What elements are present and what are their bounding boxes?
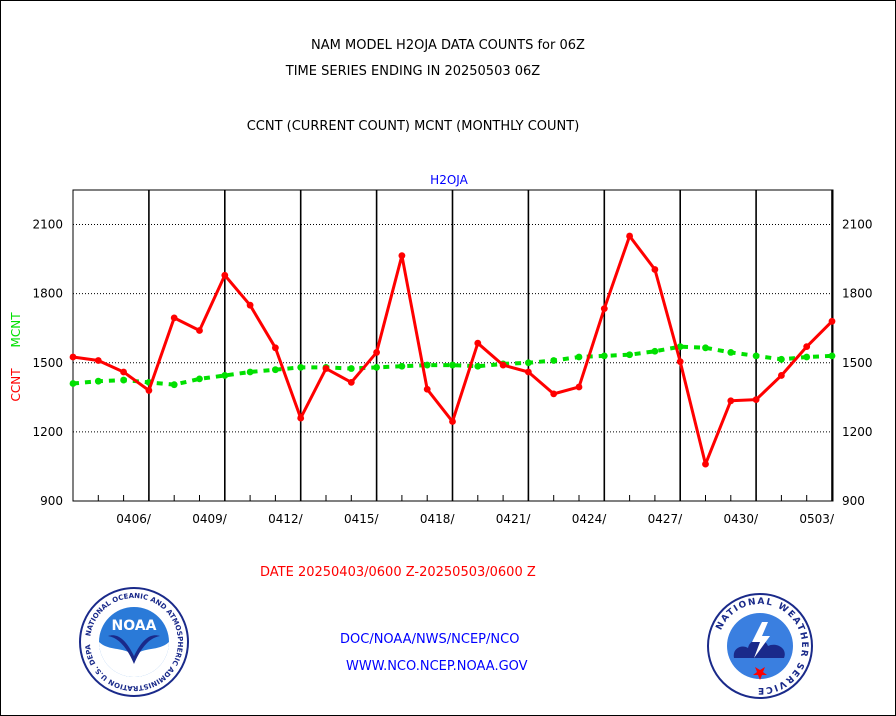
mcnt-point [525,359,532,367]
ccnt-point [600,305,608,313]
x-minor-ticks [72,495,833,501]
header-title: NAM MODEL H2OJA DATA COUNTS for 06Z [311,38,585,53]
mcnt-point [347,365,355,372]
mcnt-point [423,361,431,369]
y-tick-label-right: 1200 [842,425,873,439]
mcnt-point [69,380,77,387]
ccnt-point [626,232,633,240]
y-tick-label-right: 1800 [842,287,873,301]
mcnt-point [600,352,608,360]
y-axis-label-mcnt: MCNT [9,312,23,348]
ccnt-point [373,349,380,356]
mcnt-point [272,366,279,374]
ccnt-point [778,372,785,379]
ccnt-point [170,314,178,322]
ccnt-point [575,383,583,391]
ccnt-point [145,387,153,394]
ccnt-point [196,327,203,334]
nws-logo-icon: NATIONAL WEATHER SERVICE [707,593,813,699]
mcnt-point [575,353,583,361]
y-tick-label-left: 900 [40,494,63,508]
ccnt-point [69,353,77,361]
y-tick-label-right: 900 [842,494,865,508]
mcnt-point [626,351,633,359]
footer-url: WWW.NCO.NCEP.NOAA.GOV [346,659,528,674]
mcnt-point [246,368,254,376]
x-tick-labels: 0406/0409/0412/0415/0418/0421/0424/0427/… [116,512,835,526]
ccnt-point [752,396,760,404]
ccnt-point [525,368,532,376]
ccnt-point [474,339,482,347]
x-tick-label: 0415/ [344,512,380,526]
x-tick-label: 0412/ [268,512,304,526]
y-tick-labels-right: 900 1200 1500 1800 2100 [842,218,873,508]
ccnt-point [94,357,102,364]
ccnt-point [322,365,330,372]
horizontal-gridlines [73,224,833,433]
noaa-logo-icon: NATIONAL OCEANIC AND ATMOSPHERIC ADMINIS… [78,586,189,697]
ccnt-point [702,460,709,468]
ccnt-point [120,368,127,376]
date-range: DATE 20250403/0600 Z-20250503/0600 Z [260,565,536,580]
y-tick-label-left: 1500 [32,356,63,370]
ccnt-point [449,418,456,425]
x-tick-label: 0421/ [496,512,532,526]
y-tick-labels-left: 900 1200 1500 1800 2100 [32,218,63,508]
mcnt-point [297,363,305,371]
y-tick-label-right: 2100 [842,218,873,232]
y-tick-label-left: 2100 [32,218,63,232]
mcnt-point [702,344,709,352]
ccnt-point [499,361,507,369]
x-tick-label: 0424/ [572,512,608,526]
footer-org: DOC/NOAA/NWS/NCEP/NCO [340,632,520,647]
y-tick-label-left: 1200 [32,425,63,439]
x-tick-label: 0503/ [799,512,835,526]
ccnt-point [297,414,305,422]
y-tick-label-left: 1800 [32,287,63,301]
ccnt-point [803,343,811,351]
x-tick-label: 0409/ [192,512,228,526]
mcnt-point [449,361,456,369]
mcnt-point [474,362,482,370]
ccnt-point [272,344,279,352]
mcnt-point [727,349,735,356]
noaa-logo-text: NOAA [112,618,157,634]
mcnt-point [778,355,785,363]
x-tick-label: 0430/ [724,512,760,526]
x-tick-label: 0427/ [648,512,684,526]
ccnt-point [398,252,406,260]
x-tick-label: 0406/ [116,512,152,526]
mcnt-point [752,352,760,360]
x-tick-label: 0418/ [420,512,456,526]
y-axis-label-ccnt: CCNT [9,368,23,402]
header-subtitle: TIME SERIES ENDING IN 20250503 06Z [285,64,541,79]
y-tick-label-right: 1500 [842,356,873,370]
series-ccnt [69,232,836,468]
header-legend-text: CCNT (CURRENT COUNT) MCNT (MONTHLY COUNT… [246,119,580,134]
ccnt-point [651,266,659,273]
mcnt-point [373,363,380,371]
ccnt-point [221,271,229,279]
mcnt-point [398,362,406,370]
mcnt-point [651,347,659,355]
mcnt-point [803,353,811,361]
vertical-gridlines [148,190,833,501]
chart-title: H2OJA [430,173,468,187]
ccnt-point [246,301,254,309]
mcnt-point [94,377,102,385]
ccnt-point [727,397,735,405]
ccnt-point [550,390,558,398]
ccnt-point [676,358,684,366]
mcnt-point [676,343,684,351]
ccnt-point [423,385,431,393]
mcnt-point [120,376,127,384]
ccnt-point [347,378,355,386]
mcnt-point [828,352,836,360]
mcnt-point [196,375,203,383]
mcnt-point [221,372,229,379]
mcnt-point [170,381,178,389]
mcnt-point [550,357,558,364]
ccnt-point [828,317,836,325]
